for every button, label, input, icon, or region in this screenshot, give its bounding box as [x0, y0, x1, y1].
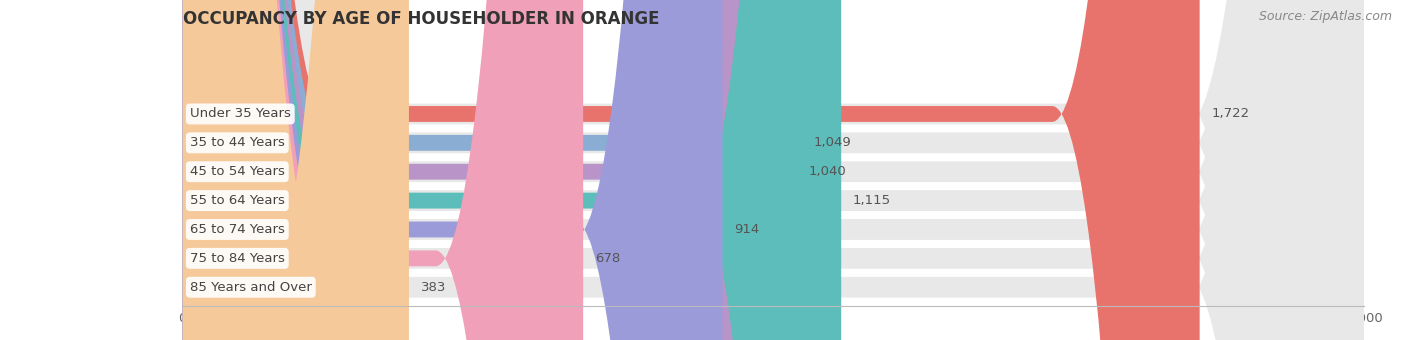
Text: Source: ZipAtlas.com: Source: ZipAtlas.com	[1258, 10, 1392, 23]
FancyBboxPatch shape	[183, 0, 1364, 340]
Text: 914: 914	[734, 223, 759, 236]
Text: OCCUPANCY BY AGE OF HOUSEHOLDER IN ORANGE: OCCUPANCY BY AGE OF HOUSEHOLDER IN ORANG…	[183, 10, 659, 28]
FancyBboxPatch shape	[183, 0, 1364, 340]
Text: 383: 383	[420, 281, 446, 294]
FancyBboxPatch shape	[183, 0, 841, 340]
Text: 55 to 64 Years: 55 to 64 Years	[190, 194, 285, 207]
Text: 45 to 54 Years: 45 to 54 Years	[190, 165, 285, 178]
FancyBboxPatch shape	[183, 0, 583, 340]
Text: Under 35 Years: Under 35 Years	[190, 107, 291, 120]
Text: 1,040: 1,040	[808, 165, 846, 178]
FancyBboxPatch shape	[183, 0, 1364, 340]
Text: 85 Years and Over: 85 Years and Over	[190, 281, 312, 294]
Text: 1,115: 1,115	[853, 194, 891, 207]
FancyBboxPatch shape	[183, 0, 1364, 340]
Text: 75 to 84 Years: 75 to 84 Years	[190, 252, 285, 265]
FancyBboxPatch shape	[183, 0, 797, 340]
FancyBboxPatch shape	[183, 0, 1364, 340]
FancyBboxPatch shape	[183, 0, 409, 340]
Text: 65 to 74 Years: 65 to 74 Years	[190, 223, 285, 236]
Text: 1,049: 1,049	[814, 136, 852, 149]
Text: 678: 678	[595, 252, 620, 265]
Text: 1,722: 1,722	[1212, 107, 1250, 120]
FancyBboxPatch shape	[183, 0, 1364, 340]
Text: 35 to 44 Years: 35 to 44 Years	[190, 136, 285, 149]
FancyBboxPatch shape	[183, 0, 723, 340]
FancyBboxPatch shape	[183, 0, 1364, 340]
FancyBboxPatch shape	[183, 0, 1199, 340]
FancyBboxPatch shape	[183, 0, 803, 340]
